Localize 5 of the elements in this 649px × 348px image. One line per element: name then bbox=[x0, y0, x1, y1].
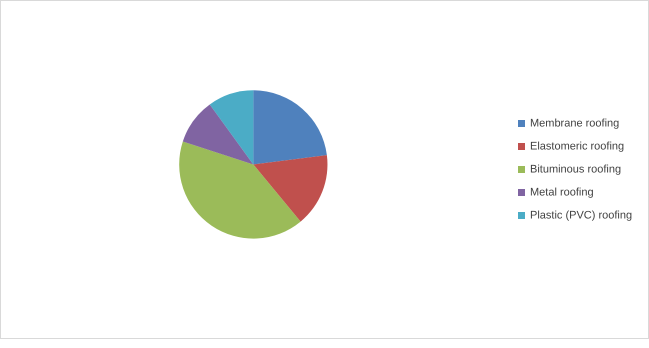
legend-label: Bituminous roofing bbox=[530, 164, 622, 176]
legend-label: Elastomeric roofing bbox=[530, 140, 624, 152]
legend-label: Plastic (PVC) roofing bbox=[530, 210, 632, 222]
legend-label: Metal roofing bbox=[530, 186, 594, 198]
legend-label: Membrane roofing bbox=[530, 118, 620, 130]
